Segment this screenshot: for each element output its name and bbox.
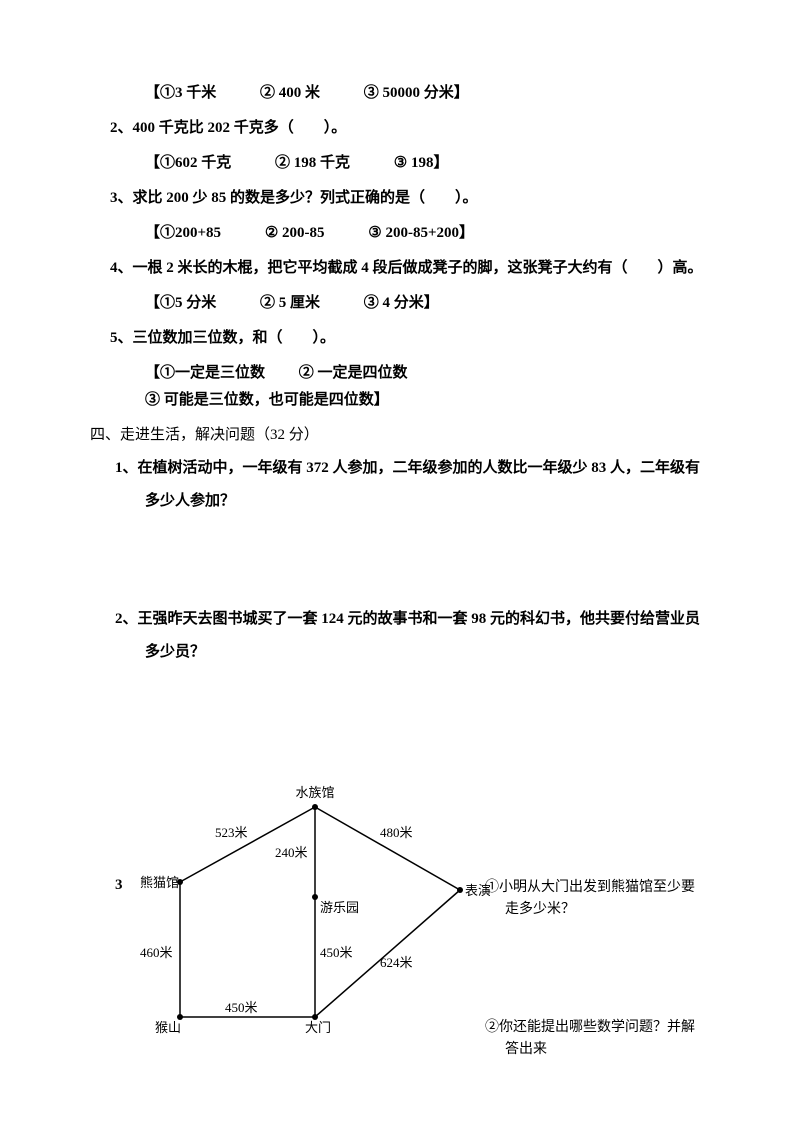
q1-options: 【①3 千米 ② 400 米 ③ 50000 分米】: [90, 80, 710, 107]
wp3-subq1: ①小明从大门出发到熊猫馆至少要 走多少米？: [485, 877, 695, 922]
q2-opt3: ③ 198】: [394, 155, 449, 171]
label-aquarium: 水族馆: [295, 785, 334, 800]
q3-options: 【①200+85 ② 200-85 ③ 200-85+200】: [90, 220, 710, 247]
wp2-line1: 2、王强昨天去图书城买了一套 124 元的故事书和一套 98 元的科幻书，他共要…: [90, 606, 710, 633]
q4-opt3: ③ 4 分米】: [364, 295, 439, 311]
q2-stem: 2、400 千克比 202 千克多（ ）。: [90, 115, 710, 142]
q4-opt2: ② 5 厘米: [260, 295, 320, 311]
q3-stem: 3、求比 200 少 85 的数是多少？列式正确的是（ ）。: [90, 185, 710, 212]
q5-opt1: 【①一定是三位数: [145, 365, 265, 381]
wp1-line2: 多少人参加？: [90, 488, 710, 515]
q4-stem: 4、一根 2 米长的木棍，把它平均截成 4 段后做成凳子的脚，这张凳子大约有（ …: [90, 255, 710, 282]
wp3-subq2-line1: ②你还能提出哪些数学问题？并解: [485, 1017, 695, 1039]
wp1-line1: 1、在植树活动中，一年级有 372 人参加，二年级参加的人数比一年级少 83 人…: [90, 455, 710, 482]
dist-450b: 450米: [320, 945, 353, 960]
q2-opt2: ② 198 千克: [275, 155, 350, 171]
q4-opt1: 【①5 分米: [145, 295, 216, 311]
dist-460: 460米: [140, 945, 173, 960]
wp2-line2: 多少员？: [90, 639, 710, 666]
dist-523: 523米: [215, 825, 248, 840]
q4-options: 【①5 分米 ② 5 厘米 ③ 4 分米】: [90, 290, 710, 317]
q5-options: 【①一定是三位数 ② 一定是四位数 ③ 可能是三位数，也可能是四位数】: [90, 360, 710, 414]
label-gate: 大门: [305, 1020, 331, 1035]
label-panda: 熊猫馆: [140, 875, 179, 890]
dist-240: 240米: [275, 845, 308, 860]
label-monkey: 猴山: [155, 1020, 181, 1035]
q2-options: 【①602 千克 ② 198 千克 ③ 198】: [90, 150, 710, 177]
dist-450a: 450米: [225, 1000, 258, 1015]
section-4-header: 四、走进生活，解决问题（32 分）: [90, 422, 710, 449]
park-diagram: 水族馆 熊猫馆 游乐园 表演厅 猴山 大门 523米 240米 480米 460…: [140, 782, 490, 1052]
label-playground: 游乐园: [320, 900, 359, 915]
q3-opt3: ③ 200-85+200】: [368, 225, 474, 241]
q1-opt3: ③ 50000 分米】: [364, 85, 469, 101]
q2-opt1: 【①602 千克: [145, 155, 231, 171]
dist-480: 480米: [380, 825, 413, 840]
wp3-subq1-line2: 走多少米？: [485, 899, 695, 921]
q1-opt1: 【①3 千米: [145, 85, 216, 101]
q3-opt1: 【①200+85: [145, 225, 221, 241]
q3-opt2: ② 200-85: [265, 225, 325, 241]
q5-stem: 5、三位数加三位数，和（ ）。: [90, 325, 710, 352]
q5-opt2: ② 一定是四位数: [299, 365, 408, 381]
q5-opt3: ③ 可能是三位数，也可能是四位数】: [145, 392, 389, 408]
dist-624: 624米: [380, 955, 413, 970]
wp3-subq1-line1: ①小明从大门出发到熊猫馆至少要: [485, 877, 695, 899]
q1-opt2: ② 400 米: [260, 85, 320, 101]
wp3-subq2-line2: 答出来: [485, 1039, 695, 1061]
wp3-number: 3: [115, 872, 123, 899]
wp3-subq2: ②你还能提出哪些数学问题？并解 答出来: [485, 1017, 695, 1062]
